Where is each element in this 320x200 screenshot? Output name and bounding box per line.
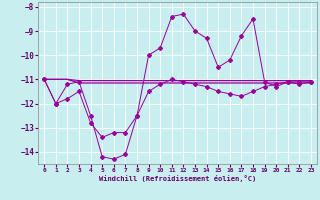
X-axis label: Windchill (Refroidissement éolien,°C): Windchill (Refroidissement éolien,°C): [99, 175, 256, 182]
